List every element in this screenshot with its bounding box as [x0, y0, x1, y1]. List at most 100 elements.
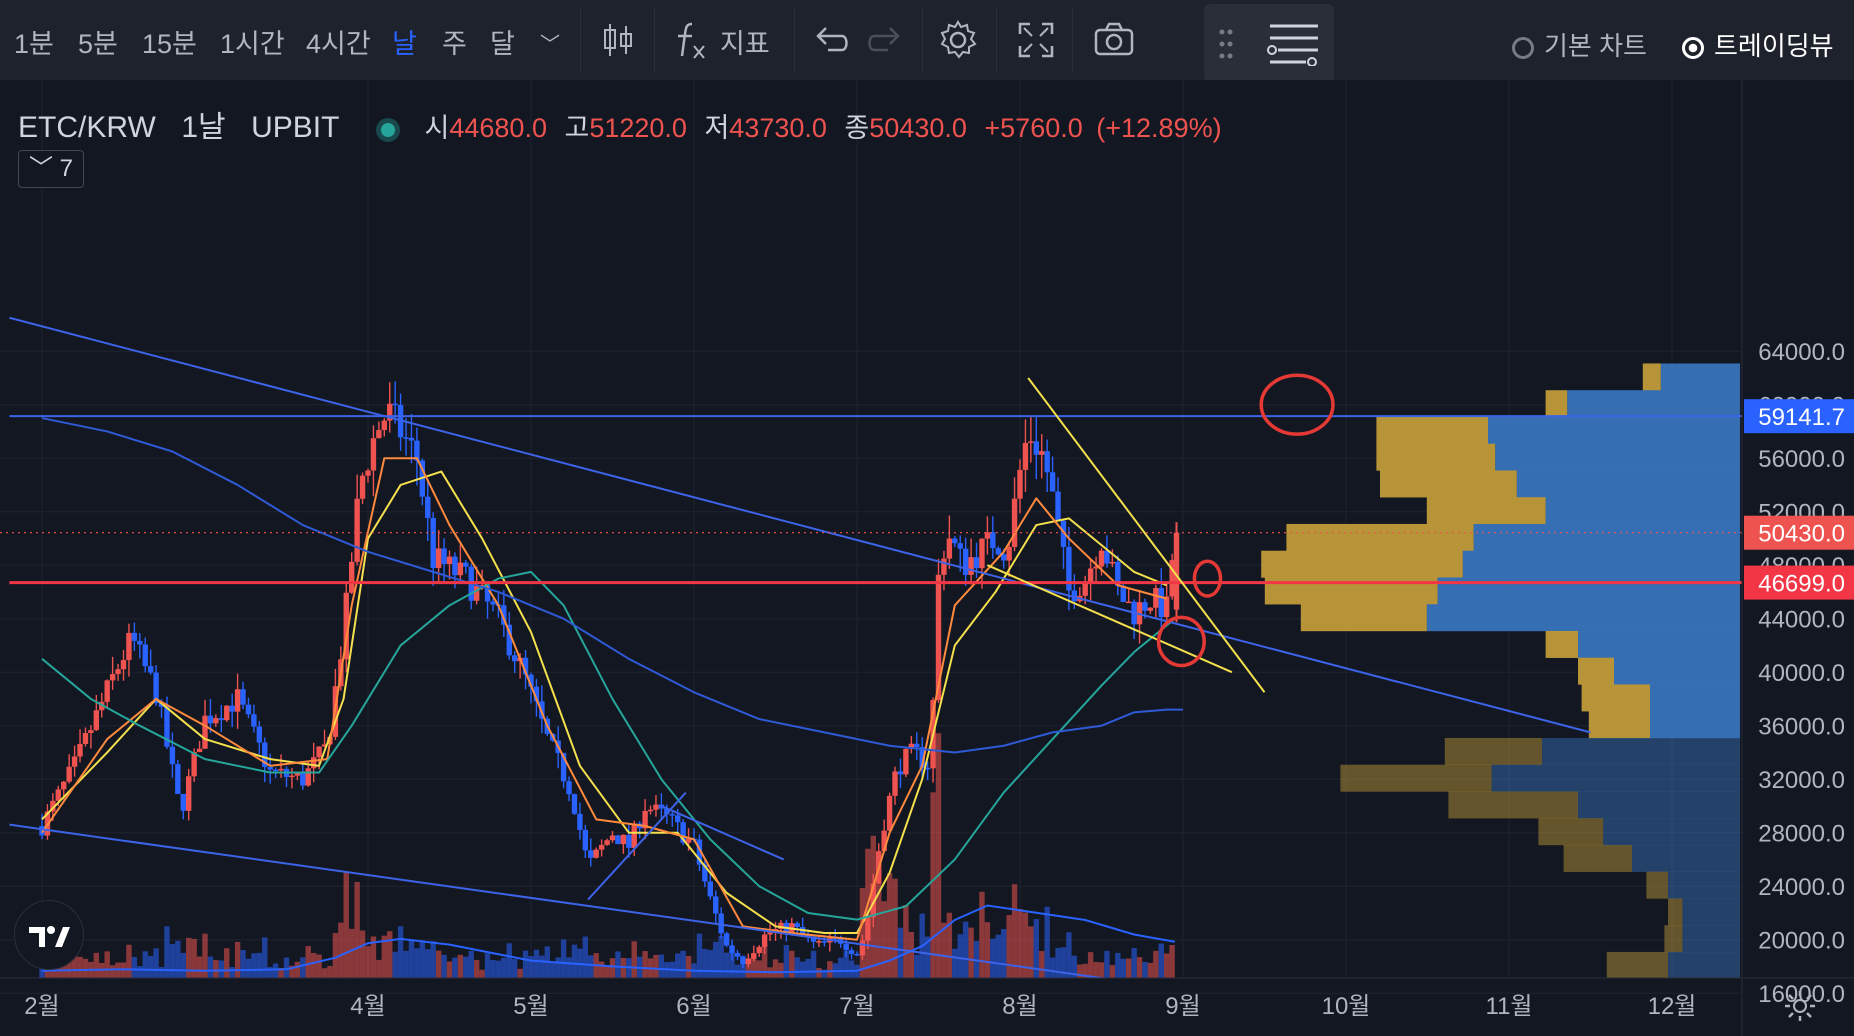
volume-bar — [1055, 947, 1061, 978]
symbol-name[interactable]: ETC/KRW — [18, 111, 156, 144]
fx-icon[interactable] — [668, 18, 712, 62]
volume-bar — [1120, 958, 1126, 978]
camera-icon[interactable] — [1092, 18, 1136, 62]
markup-circle[interactable] — [1156, 615, 1206, 668]
volume-profile-bar-down — [1542, 737, 1740, 765]
trendline-7[interactable] — [986, 564, 1233, 674]
candle-body — [604, 840, 610, 845]
redo-icon[interactable] — [864, 18, 908, 62]
candle-body — [859, 940, 866, 956]
toolbar-separator — [580, 8, 581, 72]
volume-bar — [582, 936, 589, 978]
candle-body — [490, 601, 496, 605]
volume-profile-bar-down — [1668, 951, 1740, 978]
basic-chart-label: 기본 차트 — [1544, 31, 1647, 61]
markup-circle[interactable] — [1192, 559, 1223, 598]
volume-bar — [941, 922, 947, 978]
fullscreen-icon[interactable] — [1014, 18, 1058, 62]
undo-icon[interactable] — [808, 18, 852, 62]
candle-body — [995, 548, 1001, 555]
candle-body — [441, 548, 447, 565]
candle-body — [191, 752, 197, 777]
interval-3-button[interactable]: 1시간 — [220, 29, 285, 59]
interval-6-button[interactable]: 주 — [442, 29, 467, 59]
interval-7-button[interactable]: 달 — [490, 29, 515, 59]
interval-2-button[interactable]: 15분 — [142, 29, 197, 59]
volume-profile-bar-down — [1426, 604, 1740, 632]
volume-bar — [615, 951, 621, 978]
volume-bar — [794, 957, 800, 978]
candle-body — [104, 680, 110, 702]
interval-0-button[interactable]: 1분 — [14, 29, 54, 59]
volume-bar — [316, 954, 322, 978]
volume-bar — [387, 931, 393, 978]
interval-label[interactable]: 1날 — [181, 111, 226, 144]
volume-bar — [876, 862, 882, 978]
candle-body — [392, 403, 398, 406]
interval-4-button[interactable]: 4시간 — [306, 29, 371, 59]
volume-bar — [479, 969, 485, 978]
candle-body — [229, 705, 235, 712]
chevron-down-icon[interactable]: ﹀ — [540, 34, 560, 56]
trendline-1[interactable] — [9, 823, 1590, 1036]
volume-bar — [1011, 884, 1018, 978]
volume-bar — [283, 957, 290, 978]
indicator-count: 7 — [59, 155, 74, 182]
candle-body — [158, 703, 165, 707]
trendline-6[interactable] — [1027, 377, 1266, 693]
tradingview-logo[interactable] — [14, 900, 84, 970]
volume-bar — [1060, 947, 1067, 978]
candle-style-icon[interactable] — [596, 18, 640, 62]
tradingview-chart-radio[interactable]: 트레이딩뷰 — [1682, 26, 1834, 63]
candle-body — [289, 775, 295, 778]
basic-chart-radio[interactable]: 기본 차트 — [1512, 26, 1647, 63]
candle-body — [810, 936, 817, 942]
candle-body — [522, 657, 529, 675]
drawing-toolbar-toggle[interactable] — [1204, 4, 1334, 82]
volume-bar — [1082, 963, 1088, 978]
trendline-5[interactable] — [660, 805, 785, 861]
candle-body — [767, 932, 773, 935]
volume-bar — [1153, 950, 1159, 978]
volume-bar — [332, 932, 339, 978]
candle-body — [39, 826, 45, 836]
volume-bar — [745, 958, 752, 978]
volume-bar — [886, 873, 893, 978]
drawing-toolbar-icon[interactable] — [1266, 22, 1322, 66]
trendline-0[interactable] — [9, 316, 1591, 734]
candle-body — [952, 538, 958, 544]
volume-bar — [772, 959, 779, 978]
settings-icon[interactable] — [936, 18, 980, 62]
volume-bar — [1001, 929, 1007, 978]
candle-body — [675, 815, 681, 823]
markup-circle[interactable] — [1259, 373, 1335, 436]
candle-body — [582, 829, 589, 851]
candle-body — [376, 430, 382, 439]
candle-body — [164, 706, 170, 747]
candle-body — [647, 809, 654, 812]
drag-handle-icon[interactable] — [1218, 26, 1234, 62]
candle-body — [713, 896, 719, 914]
candle-body — [1028, 441, 1034, 443]
candle-body — [593, 849, 599, 858]
price-chart[interactable]: 64000.060000.056000.052000.048000.044000… — [0, 80, 1854, 1036]
candle-body — [142, 644, 148, 667]
indicators-collapse-button[interactable]: ﹀ 7 — [18, 150, 84, 188]
chart-settings-icon[interactable] — [1782, 988, 1818, 1024]
price-tick-label: 36000.0 — [1758, 714, 1845, 741]
candle-body — [528, 674, 534, 687]
volume-bar — [571, 944, 578, 978]
interval-5-button[interactable]: 날 — [392, 29, 417, 59]
candle-body — [479, 585, 485, 587]
candle-body — [626, 834, 632, 848]
volume-bar — [957, 934, 963, 978]
candle-body — [1169, 560, 1175, 597]
volume-profile-bar-down — [1462, 550, 1740, 578]
volume-bar — [810, 950, 817, 978]
candle-body — [321, 744, 328, 747]
volume-bar — [1131, 947, 1137, 978]
indicators-button[interactable]: 지표 — [720, 29, 770, 59]
volume-bar — [952, 948, 958, 978]
candle-body — [414, 440, 420, 461]
interval-1-button[interactable]: 5분 — [78, 29, 118, 59]
